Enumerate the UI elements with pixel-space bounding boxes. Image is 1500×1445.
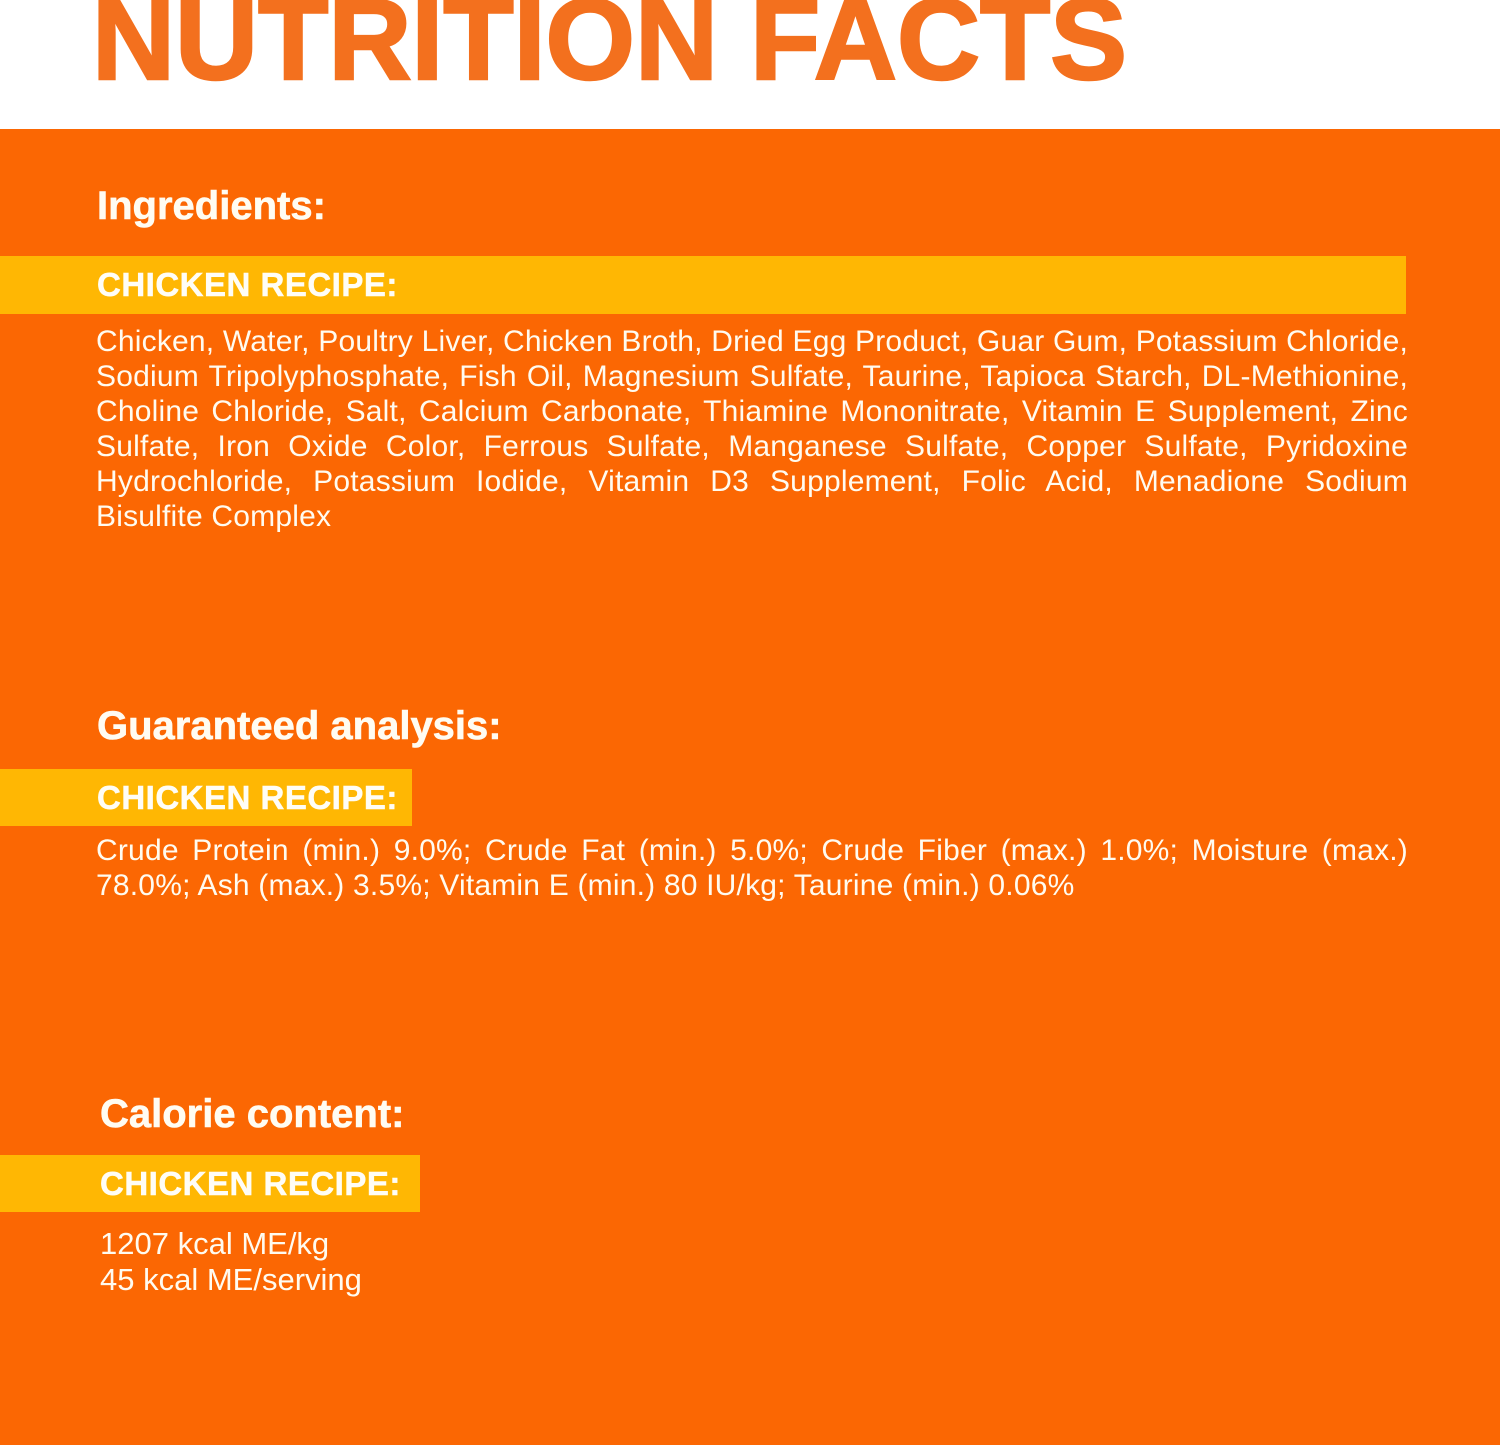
guaranteed-analysis-text: Crude Protein (min.) 9.0%; Crude Fat (mi… — [96, 834, 1408, 902]
section-heading-ingredients: Ingredients: — [97, 184, 327, 229]
chicken-recipe-label: CHICKEN RECIPE: — [100, 1164, 401, 1202]
calorie-kcal-per-serving: 45 kcal ME/serving — [100, 1262, 362, 1297]
chicken-recipe-band-analysis: CHICKEN RECIPE: — [0, 769, 412, 826]
chicken-recipe-label: CHICKEN RECIPE: — [97, 778, 398, 816]
calorie-kcal-per-kg: 1207 kcal ME/kg — [100, 1226, 330, 1261]
page-title: NUTRITION FACTS — [91, 0, 1128, 104]
ingredients-text: Chicken, Water, Poultry Liver, Chicken B… — [96, 325, 1408, 533]
chicken-recipe-band-ingredients: CHICKEN RECIPE: — [0, 256, 1406, 314]
section-heading-calorie-content: Calorie content: — [100, 1092, 405, 1137]
chicken-recipe-band-calorie: CHICKEN RECIPE: — [0, 1155, 420, 1212]
section-heading-guaranteed-analysis: Guaranteed analysis: — [97, 704, 502, 749]
header-band: NUTRITION FACTS — [0, 0, 1500, 129]
chicken-recipe-label: CHICKEN RECIPE: — [97, 266, 398, 304]
